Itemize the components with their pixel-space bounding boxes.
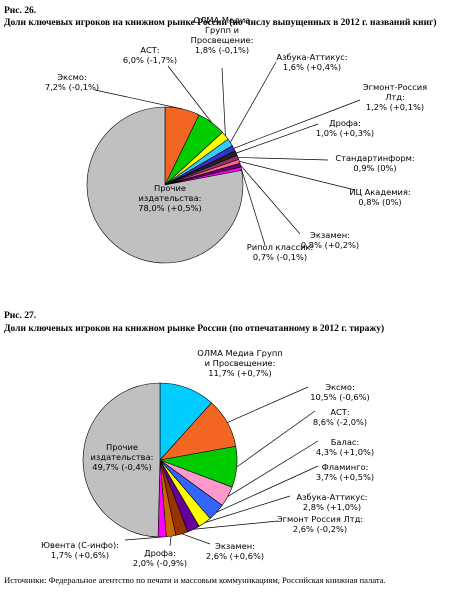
slice-value: 2,8% (+1,0%) [302, 502, 362, 512]
figure-label: Рис. 27. [4, 311, 37, 321]
leader-line [124, 536, 163, 541]
slice-label: АСТ: 6,0% (-1,7%) [115, 45, 185, 65]
slice-name: Эгмонт Россия Лтд: [276, 514, 364, 524]
slice-name: АСТ: [330, 407, 350, 417]
leader-line [167, 65, 212, 123]
slice-value: 1,2% (+0,1%) [365, 102, 425, 112]
slice-label: Экзамен: 2,6% (+0,6%) [195, 541, 275, 561]
slice-value: 78,0% (+0,5%) [138, 203, 202, 213]
leader-line [221, 67, 226, 136]
slice-value: 7,2% (-0,1%) [44, 82, 100, 92]
slice-name: ИЦ Академия: [349, 187, 411, 197]
slice-label: Азбука-Аттикус: 1,6% (+0,4%) [262, 52, 362, 72]
figure-title: Доли ключевых игроков на книжном рынке Р… [4, 324, 385, 334]
leader-line [239, 161, 356, 191]
slice-label: ОЛМА Медиа Групп и Просвещение: 11,7% (+0… [195, 348, 285, 378]
slice-label: Ювента (С-инфо): 1,7% (+0,6%) [35, 540, 125, 560]
slice-value: 0,8% (+0,2%) [300, 240, 360, 250]
slice-value: 49,7% (-0,4%) [92, 462, 152, 472]
figure-label: Рис. 26. [4, 6, 37, 16]
slice-value: 2,0% (-0,9%) [132, 558, 188, 568]
slice-value: 8,6% (-2,0%) [312, 417, 368, 427]
slice-name: ОЛМА Медиа Групп и Просвещение: [197, 348, 283, 368]
leader-line [230, 61, 277, 143]
slice-label: Эксмо: 7,2% (-0,1%) [27, 72, 117, 92]
leader-line [181, 533, 211, 545]
slice-value: 2,6% (-0,2%) [292, 524, 348, 534]
leader-line [237, 157, 329, 161]
slice-value: 2,6% (+0,6%) [205, 551, 265, 561]
slice-value: 1,8% (-0,1%) [194, 45, 250, 55]
slice-label: Рипол классик: 0,7% (-0,1%) [235, 242, 325, 262]
slice-label: Прочие издательства: 78,0% (+0,5%) [130, 183, 210, 213]
slice-label: Дрофа: 1,0% (+0,3%) [310, 118, 380, 138]
slice-name: Прочие издательства: [90, 442, 154, 462]
slice-name: Эксмо: [325, 382, 355, 392]
slice-value: 10,5% (-0,6%) [310, 392, 370, 402]
slice-value: 0,8% (0%) [358, 197, 402, 207]
slice-label: Эгмонт Россия Лтд: 2,6% (-0,2%) [275, 514, 365, 534]
slice-label: Балас: 4,3% (+1,0%) [305, 437, 385, 457]
slice-label: Дрофа: 2,0% (-0,9%) [125, 548, 195, 568]
slice-label: Азбука-Аттикус: 2,8% (+1,0%) [287, 492, 377, 512]
leader-line [240, 168, 266, 246]
slice-label: ОЛМА Медиа Групп и Просвещение: 1,8% (-0,… [180, 15, 265, 55]
slice-name: Азбука-Аттикус: [276, 52, 348, 62]
slice-value: 0,9% (0%) [353, 163, 397, 173]
slice-name: Экзамен: [310, 230, 350, 240]
slice-name: Прочие издательства: [138, 183, 202, 203]
slice-name: Экзамен: [215, 541, 255, 551]
leader-line [227, 386, 309, 423]
leader-line [236, 123, 319, 154]
leader-line [94, 89, 183, 110]
slice-value: 3,7% (+0,5%) [315, 472, 375, 482]
slice-name: Эгмонт-Россия Лтд: [362, 82, 428, 102]
slice-label: Фламинго: 3,7% (+0,5%) [305, 462, 385, 482]
slice-value: 1,7% (+0,6%) [50, 550, 110, 560]
leader-line [169, 536, 172, 547]
slice-name: Рипол классик: [246, 242, 314, 252]
slice-value: 1,0% (+0,3%) [315, 128, 375, 138]
pie-slice [86, 106, 244, 264]
leader-line [227, 440, 319, 497]
slice-name: Эксмо: [57, 72, 87, 82]
leader-line [193, 520, 279, 530]
slice-label: Эксмо: 10,5% (-0,6%) [300, 382, 380, 402]
slice-value: 6,0% (-1,7%) [122, 55, 178, 65]
slice-label: Прочие издательства: 49,7% (-0,4%) [82, 442, 162, 472]
slice-name: АСТ: [140, 45, 160, 55]
leader-line [240, 164, 301, 235]
slice-name: Балас: [330, 437, 360, 447]
source-note: Источники: Федеральное агентство по печа… [4, 575, 386, 585]
leader-line [204, 495, 291, 523]
slice-name: Стандартинформ: [335, 153, 415, 163]
slice-name: Ювента (С-инфо): [41, 540, 119, 550]
slice-label: Эгмонт-Россия Лтд: 1,2% (+0,1%) [355, 82, 435, 112]
slice-name: ОЛМА Медиа Групп и Просвещение: [190, 15, 254, 45]
slice-value: 0,7% (-0,1%) [252, 252, 308, 262]
leader-line [216, 465, 319, 513]
slice-label: ИЦ Академия: 0,8% (0%) [335, 187, 425, 207]
slice-name: Дрофа: [144, 548, 176, 558]
figure-title: Доли ключевых игроков на книжном рынке Р… [4, 18, 437, 28]
slice-label: Стандартинформ: 0,9% (0%) [325, 153, 425, 173]
slice-name: Фламинго: [321, 462, 369, 472]
leader-line [233, 99, 361, 149]
slice-label: Экзамен: 0,8% (+0,2%) [290, 230, 370, 250]
slice-value: 1,6% (+0,4%) [282, 62, 342, 72]
leader-line [236, 410, 316, 468]
slice-value: 11,7% (+0,7%) [208, 368, 272, 378]
pie-slice [82, 382, 161, 538]
slice-value: 4,3% (+1,0%) [315, 447, 375, 457]
slice-name: Азбука-Аттикус: [296, 492, 368, 502]
slice-name: Дрофа: [329, 118, 361, 128]
slice-label: АСТ: 8,6% (-2,0%) [300, 407, 380, 427]
